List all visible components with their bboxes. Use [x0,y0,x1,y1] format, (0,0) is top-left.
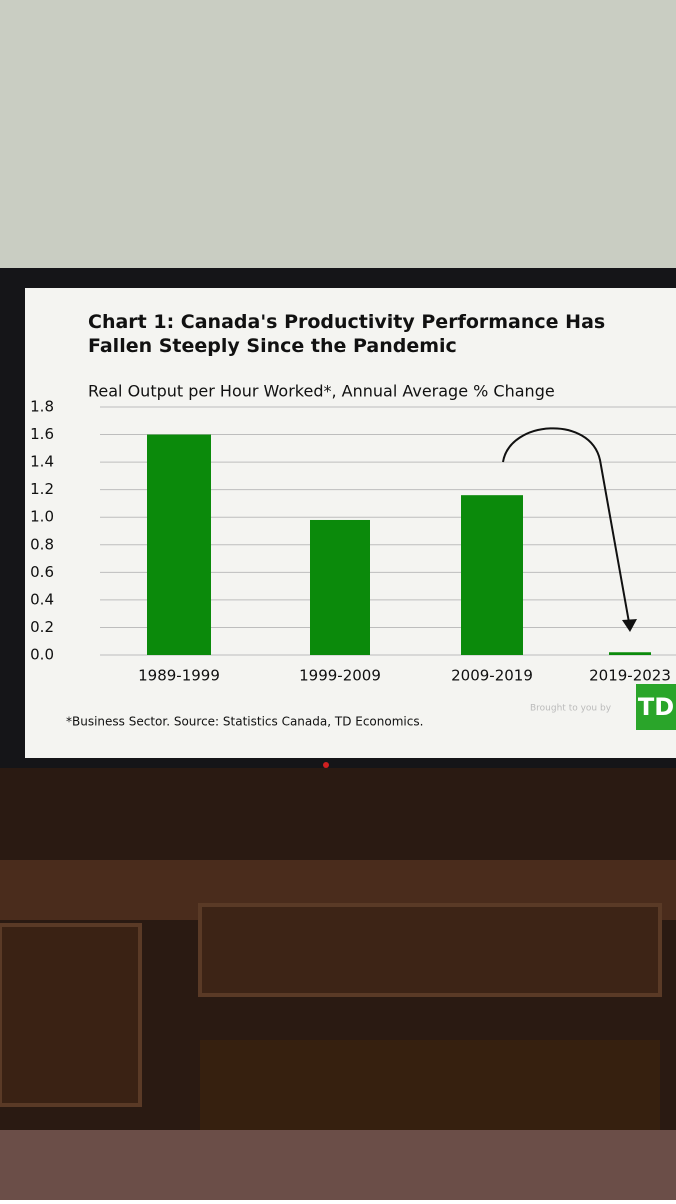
logo: TD [638,693,674,721]
logo-box [636,684,676,730]
title-box: Chart 1: Canada's Productivity Performan… [88,311,606,357]
x-tick-label: 2009-2019 [451,667,533,685]
y-tick-label: 0.4 [30,590,54,608]
bar [147,434,211,655]
bar [461,495,523,655]
chart-title: Chart 1: Canada's Productivity Performan… [88,311,606,357]
x-tick-label: 1999-2009 [299,667,381,685]
y-tick-label: 1.4 [30,453,54,471]
y-tick-label: 1.6 [30,425,54,443]
bar [310,519,370,655]
cabinet-door [0,923,142,1107]
tv-led [323,762,329,768]
wall [0,0,676,280]
drawer [198,903,662,997]
footnote: *Business Sector. Source: Statistics Can… [66,715,423,729]
x-tick-label: 2019-2023 [589,667,671,685]
bar [609,652,651,655]
y-tick-label: 0.6 [30,563,54,581]
chart-subtitle: Real Output per Hour Worked*, Annual Ave… [88,382,555,401]
y-tick-label: 0.8 [30,535,54,553]
y-tick-label: 1.8 [30,398,54,416]
y-tick-label: 0.2 [30,618,54,636]
y-tick-label: 1.0 [30,508,54,526]
x-tick-label: 1989-1999 [138,667,220,685]
arrow [502,427,631,629]
drawer [200,1040,660,1130]
y-tick-label: 0.0 [30,646,54,664]
sponsor-text: Brought to you by [530,704,612,714]
shelf-items [0,1130,676,1200]
y-tick-label: 1.2 [30,480,54,498]
arrowhead [622,619,637,632]
